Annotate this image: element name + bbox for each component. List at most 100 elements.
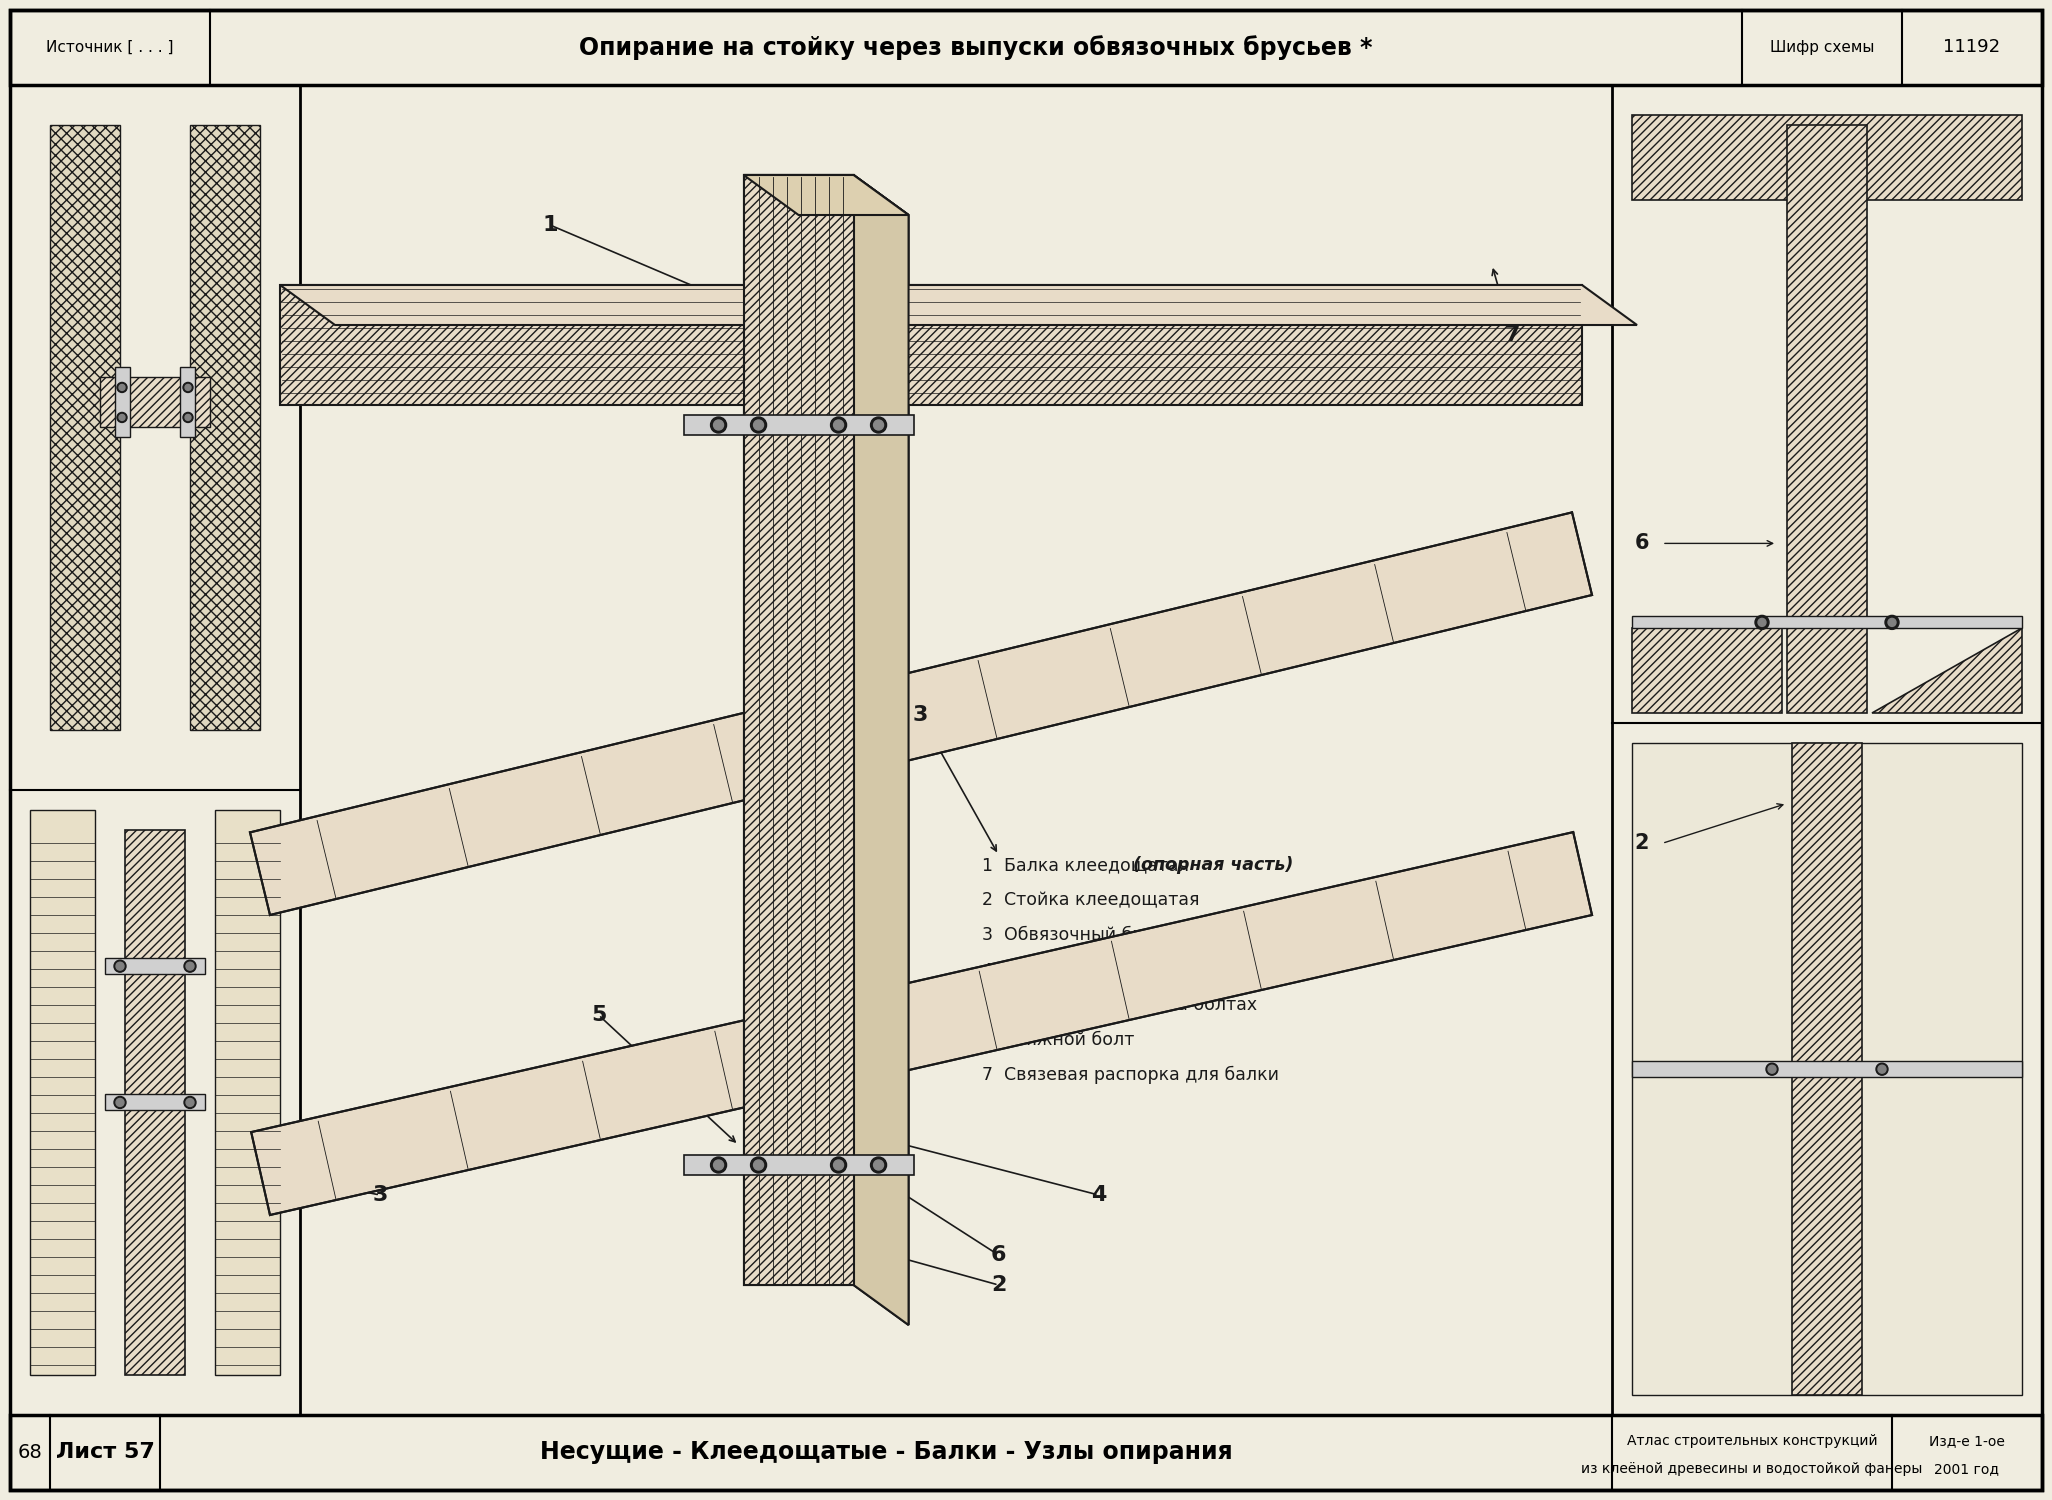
Circle shape	[710, 1156, 726, 1173]
Circle shape	[870, 417, 886, 434]
Text: 3  Обвязочный брус: 3 Обвязочный брус	[983, 926, 1163, 944]
Circle shape	[117, 382, 127, 393]
Circle shape	[115, 960, 125, 972]
Polygon shape	[1791, 744, 1861, 1395]
Bar	[10, 10, 2042, 86]
Text: 3: 3	[371, 1185, 388, 1204]
Circle shape	[1888, 618, 1896, 627]
Circle shape	[1886, 615, 1898, 630]
Polygon shape	[115, 368, 129, 438]
Polygon shape	[1631, 1060, 2021, 1077]
Circle shape	[1769, 1065, 1775, 1072]
Polygon shape	[1631, 628, 1781, 714]
Circle shape	[119, 414, 125, 420]
Polygon shape	[279, 285, 1582, 405]
Polygon shape	[683, 1155, 913, 1174]
Text: 1  Балка клеедощатая: 1 Балка клеедощатая	[983, 856, 1194, 874]
Circle shape	[187, 1098, 195, 1107]
Circle shape	[117, 1098, 123, 1107]
Text: 5  Стальной уголок на болтах: 5 Стальной уголок на болтах	[983, 996, 1258, 1014]
Polygon shape	[683, 416, 913, 435]
Bar	[10, 1414, 2042, 1490]
Text: 4  Подкладка: 4 Подкладка	[983, 962, 1110, 980]
Polygon shape	[191, 124, 261, 730]
Circle shape	[1754, 615, 1769, 630]
Circle shape	[831, 1156, 847, 1173]
Circle shape	[751, 1156, 767, 1173]
Text: Опирание на стойку через выпуски обвязочных брусьев *: Опирание на стойку через выпуски обвязоч…	[579, 34, 1373, 60]
Circle shape	[1767, 1064, 1777, 1076]
Circle shape	[183, 413, 193, 423]
Polygon shape	[1787, 124, 1867, 714]
Polygon shape	[854, 176, 909, 1324]
Polygon shape	[743, 176, 854, 1286]
Polygon shape	[743, 176, 909, 214]
Text: Атлас строительных конструкций: Атлас строительных конструкций	[1627, 1434, 1878, 1449]
Text: (брусок): (брусок)	[1075, 962, 1161, 980]
Circle shape	[117, 962, 123, 970]
Text: 2: 2	[1635, 834, 1650, 854]
Circle shape	[117, 413, 127, 423]
Circle shape	[1876, 1064, 1888, 1076]
Text: (опорная часть): (опорная часть)	[1133, 856, 1295, 874]
Circle shape	[874, 1160, 884, 1170]
Polygon shape	[854, 176, 909, 1324]
Text: 7  Связевая распорка для балки: 7 Связевая распорка для балки	[983, 1066, 1278, 1084]
Circle shape	[833, 420, 843, 430]
Text: 3: 3	[913, 705, 928, 724]
Polygon shape	[250, 513, 1592, 915]
Text: Изд-е 1-ое: Изд-е 1-ое	[1929, 1434, 2005, 1449]
Polygon shape	[279, 285, 1637, 326]
Polygon shape	[105, 958, 205, 974]
Text: 6: 6	[991, 1245, 1005, 1264]
Circle shape	[185, 414, 191, 420]
Polygon shape	[105, 1095, 205, 1110]
Circle shape	[753, 1160, 763, 1170]
Text: 7: 7	[1504, 326, 1521, 345]
Text: 6: 6	[1635, 534, 1650, 554]
Circle shape	[115, 1096, 125, 1108]
Circle shape	[119, 384, 125, 390]
Circle shape	[751, 417, 767, 434]
Circle shape	[185, 384, 191, 390]
Circle shape	[183, 382, 193, 393]
Text: 6  Стяжной болт: 6 Стяжной болт	[983, 1030, 1135, 1048]
Polygon shape	[743, 176, 909, 214]
Polygon shape	[101, 378, 209, 427]
Text: 2: 2	[991, 1275, 1005, 1294]
Text: Шифр схемы: Шифр схемы	[1769, 40, 1873, 56]
Text: Несущие - Клеедощатые - Балки - Узлы опирания: Несущие - Клеедощатые - Балки - Узлы опи…	[540, 1440, 1233, 1464]
Circle shape	[753, 420, 763, 430]
Text: 11192: 11192	[1943, 39, 2001, 57]
Circle shape	[1759, 618, 1767, 627]
Text: Источник [ . . . ]: Источник [ . . . ]	[47, 40, 174, 56]
Text: 5: 5	[591, 1005, 605, 1025]
Circle shape	[833, 1160, 843, 1170]
Text: 68: 68	[18, 1443, 43, 1462]
Polygon shape	[1631, 744, 2021, 1395]
Polygon shape	[49, 124, 119, 730]
Polygon shape	[181, 368, 195, 438]
Text: 4: 4	[1092, 1185, 1106, 1204]
Circle shape	[870, 1156, 886, 1173]
Polygon shape	[1631, 116, 2021, 200]
Text: 1: 1	[542, 214, 558, 236]
Circle shape	[1878, 1065, 1886, 1072]
Circle shape	[714, 420, 724, 430]
Polygon shape	[1871, 628, 2021, 714]
Circle shape	[714, 1160, 724, 1170]
Text: Лист 57: Лист 57	[55, 1443, 154, 1462]
Polygon shape	[250, 833, 1592, 1215]
Polygon shape	[31, 810, 94, 1376]
Text: 2001 год: 2001 год	[1935, 1462, 1999, 1476]
Circle shape	[185, 1096, 197, 1108]
Polygon shape	[743, 176, 854, 1286]
Polygon shape	[215, 810, 279, 1376]
Circle shape	[831, 417, 847, 434]
Circle shape	[710, 417, 726, 434]
Circle shape	[185, 960, 197, 972]
Circle shape	[874, 420, 884, 430]
Polygon shape	[1631, 616, 2021, 628]
Text: 2  Стойка клеедощатая: 2 Стойка клеедощатая	[983, 891, 1200, 909]
Circle shape	[187, 962, 195, 970]
